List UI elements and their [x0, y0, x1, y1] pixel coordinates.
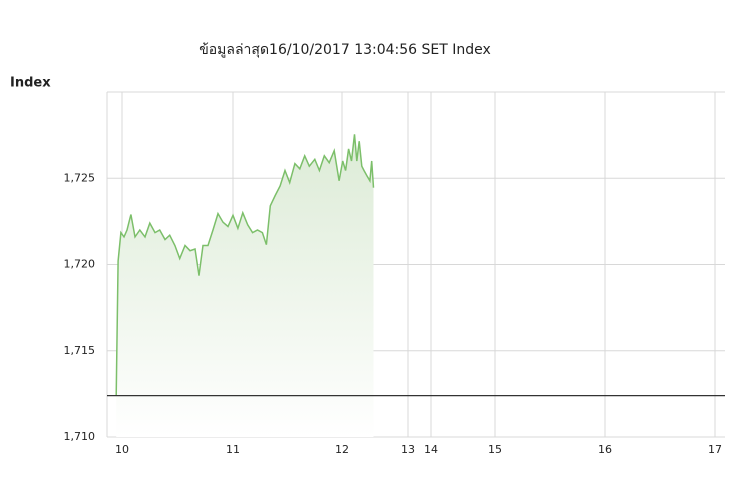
x-tick-label: 17 — [708, 443, 722, 456]
line — [115, 134, 375, 396]
area — [116, 134, 374, 438]
y-tick-label: 1,715 — [64, 344, 96, 357]
x-tick-label: 14 — [424, 443, 438, 456]
chart-title: ข้อมูลล่าสุด16/10/2017 13:04:56 SET Inde… — [199, 42, 491, 58]
y-tick-label: 1,725 — [64, 171, 96, 184]
x-tick-label: 15 — [488, 443, 502, 456]
y-axis-label: Index — [10, 76, 51, 91]
y-tick-label: 1,710 — [64, 430, 96, 443]
x-tick-label: 12 — [335, 443, 349, 456]
x-tick-label: 11 — [226, 443, 240, 456]
y-tick-label: 1,720 — [64, 258, 96, 271]
x-tick-label: 10 — [115, 443, 129, 456]
x-tick-label: 13 — [401, 443, 415, 456]
x-tick-label: 16 — [598, 443, 612, 456]
